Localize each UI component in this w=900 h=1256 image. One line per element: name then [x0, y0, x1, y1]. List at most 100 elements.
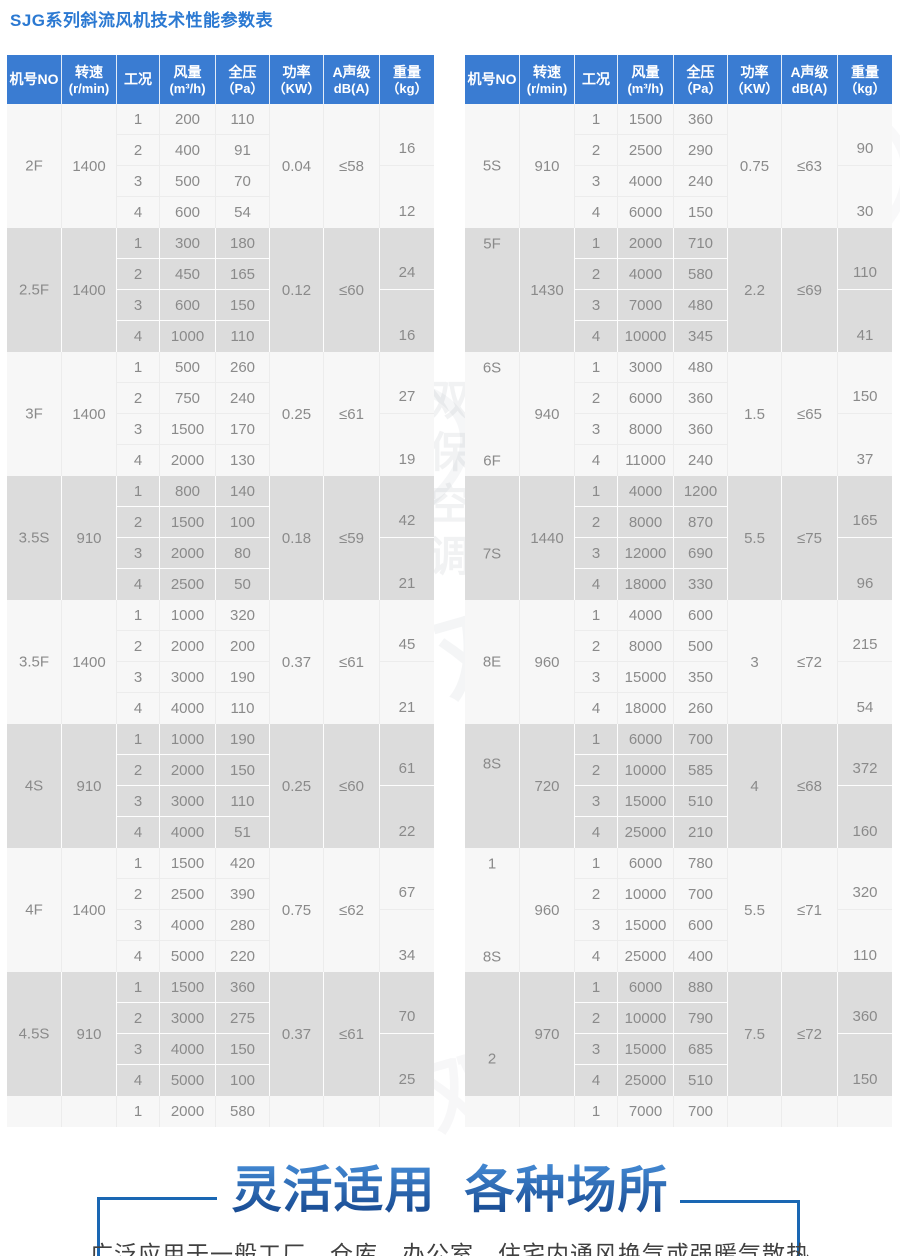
- cell-airflow: 300: [160, 228, 216, 259]
- cell-weight: 360: [838, 972, 892, 1034]
- cell-condition: 2: [117, 135, 160, 166]
- model-label: 8S: [482, 948, 502, 965]
- cell-noise: ≤71: [782, 848, 838, 972]
- cell-pressure: 140: [216, 476, 270, 507]
- cell-condition: 3: [117, 1034, 160, 1065]
- cell-pressure: 320: [216, 600, 270, 631]
- cell-condition: 2: [575, 1003, 618, 1034]
- cell-weight: 16: [380, 290, 434, 352]
- cell-weight: 27: [380, 352, 434, 414]
- cell-pressure: 150: [216, 290, 270, 321]
- model-label: 7S: [482, 545, 502, 562]
- cell-airflow: 4000: [160, 910, 216, 941]
- cell-pressure: 280: [216, 910, 270, 941]
- cell-noise: ≤72: [782, 600, 838, 724]
- cell-airflow: 25000: [618, 941, 674, 972]
- cell-pressure: 180: [216, 228, 270, 259]
- cell-pressure: 100: [216, 507, 270, 538]
- cell-weight: 372: [838, 724, 892, 786]
- cell-weight: [838, 1096, 892, 1127]
- cell-condition: 1: [575, 104, 618, 135]
- model-label: 2F: [25, 157, 43, 175]
- cell-airflow: 8000: [618, 631, 674, 662]
- cell-condition: 1: [575, 1096, 618, 1127]
- model-label: 3.5F: [18, 653, 49, 671]
- cell-pressure: 330: [674, 569, 728, 600]
- col-header-power: 功率 （KW）: [728, 55, 782, 104]
- cell-airflow: 500: [160, 166, 216, 197]
- cell-pressure: 690: [674, 538, 728, 569]
- cell-weight: 30: [838, 166, 892, 228]
- cell-pressure: 790: [674, 1003, 728, 1034]
- cell-airflow: 25000: [618, 1065, 674, 1096]
- cell-airflow: 2000: [160, 538, 216, 569]
- cell-condition: 3: [575, 1034, 618, 1065]
- cell-condition: 4: [575, 941, 618, 972]
- cell-pressure: 91: [216, 135, 270, 166]
- cell-condition: 4: [117, 693, 160, 724]
- cell-power: 0.75: [728, 104, 782, 228]
- cell-pressure: 240: [216, 383, 270, 414]
- cell-pressure: 170: [216, 414, 270, 445]
- col-header-power: 功率 （KW）: [270, 55, 324, 104]
- cell-weight: 54: [838, 662, 892, 724]
- cell-speed: 910: [62, 476, 117, 600]
- model-label: 6S: [482, 359, 502, 376]
- cell-condition: 4: [575, 817, 618, 848]
- cell-power: 0.12: [270, 228, 324, 352]
- cell-pressure: 210: [674, 817, 728, 848]
- cell-pressure: 275: [216, 1003, 270, 1034]
- cell-airflow: 10000: [618, 755, 674, 786]
- cell-pressure: 585: [674, 755, 728, 786]
- cell-airflow: 1500: [160, 848, 216, 879]
- cell-noise: ≤75: [782, 476, 838, 600]
- model-label: 4F: [25, 901, 43, 919]
- cell-condition: 3: [575, 786, 618, 817]
- cell-weight: 110: [838, 910, 892, 972]
- cell-condition: 1: [117, 724, 160, 755]
- cell-noise: ≤58: [324, 104, 380, 228]
- cell-noise: ≤61: [324, 352, 380, 476]
- cell-airflow: 15000: [618, 662, 674, 693]
- cell-noise: ≤72: [782, 972, 838, 1096]
- cell-speed: 1400: [62, 848, 117, 972]
- model-label: 4.5S: [18, 1025, 50, 1043]
- cell-weight: 90: [838, 104, 892, 166]
- cell-pressure: 880: [674, 972, 728, 1003]
- cell-airflow: 6000: [618, 848, 674, 879]
- cell-airflow: 25000: [618, 817, 674, 848]
- cell-pressure: 220: [216, 941, 270, 972]
- cell-model: 3F: [7, 352, 62, 476]
- cell-pressure: 510: [674, 786, 728, 817]
- cell-model: 8E: [465, 600, 520, 724]
- col-header-pressure: 全压 （Pa）: [216, 55, 270, 104]
- model-label: 1: [487, 855, 497, 872]
- model-label: 2.5F: [18, 281, 49, 299]
- cell-pressure: 290: [674, 135, 728, 166]
- cell-speed: 1400: [62, 104, 117, 228]
- page-title: SJG系列斜流风机技术性能参数表: [10, 11, 274, 30]
- cell-airflow: 1500: [160, 414, 216, 445]
- cell-pressure: 100: [216, 1065, 270, 1096]
- model-label: 3F: [25, 405, 43, 423]
- cell-pressure: 710: [674, 228, 728, 259]
- cell-condition: 4: [117, 569, 160, 600]
- cell-condition: 2: [575, 259, 618, 290]
- section-heading: 灵活适用 各种场所: [0, 1150, 900, 1222]
- cell-airflow: 10000: [618, 1003, 674, 1034]
- cell-model: 1 8S: [465, 848, 520, 972]
- cell-condition: 4: [575, 1065, 618, 1096]
- cell-airflow: 1000: [160, 724, 216, 755]
- col-header-weight: 重量 （kg）: [838, 55, 892, 104]
- col-header-airflow: 风量 (m³/h): [618, 55, 674, 104]
- cell-condition: 3: [117, 538, 160, 569]
- cell-weight: 25: [380, 1034, 434, 1096]
- spec-table-right: 机号NO 转速 (r/min) 工况 风量 (m³/h) 全压 （Pa） 功率 （KW） A声级 dB…: [465, 55, 892, 1127]
- decor-line-left-horizontal: [97, 1197, 217, 1200]
- cell-airflow: 4000: [618, 166, 674, 197]
- cell-pressure: 70: [216, 166, 270, 197]
- cell-airflow: 750: [160, 383, 216, 414]
- cell-noise: ≤68: [782, 724, 838, 848]
- cell-pressure: 190: [216, 662, 270, 693]
